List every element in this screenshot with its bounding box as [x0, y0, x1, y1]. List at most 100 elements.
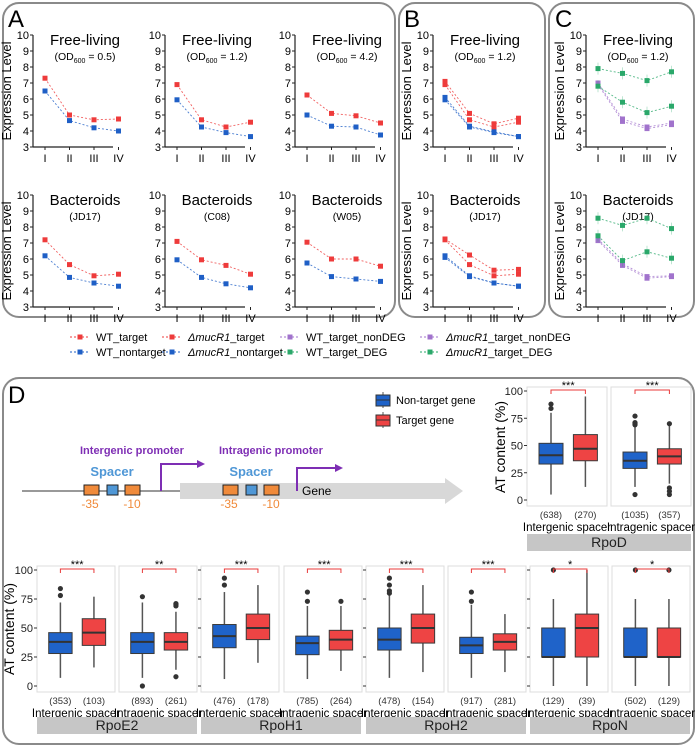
- data-point: [353, 276, 359, 282]
- panel-frame-b: [398, 2, 546, 318]
- data-point: [116, 283, 121, 289]
- y-tick-label: 4: [423, 126, 429, 138]
- significance-bracket: [388, 568, 424, 573]
- data-point: [116, 271, 121, 277]
- y-tick-label: 9: [23, 46, 29, 58]
- y-tick-label: 3: [155, 142, 161, 154]
- chart-title: Free-living: [450, 32, 520, 49]
- facet-strip: [201, 717, 361, 734]
- series-line: [444, 255, 519, 287]
- sample-count-label: (357): [658, 510, 680, 521]
- box-facet-rpod-0: (638) (270) *** Intergenic spacer 0 25 50 75 100: [505, 380, 612, 534]
- sample-count-label: (154): [412, 696, 434, 707]
- data-point: [91, 125, 97, 131]
- data-point: [199, 117, 204, 123]
- y-axis-label: Expression Level: [0, 41, 14, 140]
- data-point: [248, 119, 253, 125]
- intergenic-promoter: -35 -10 Spacer Intergenic promoter: [80, 445, 205, 511]
- data-point: [669, 226, 674, 232]
- x-tick-label: IV: [113, 313, 124, 325]
- gene-label: Gene: [302, 484, 332, 498]
- box: [130, 632, 155, 655]
- legend-item: WT_target_nonDEG: [280, 332, 406, 344]
- y-tick-label: 6: [23, 254, 29, 266]
- data-point: [467, 117, 472, 123]
- outlier-point: [468, 589, 474, 595]
- series-line: [597, 240, 672, 279]
- significance-bracket: [552, 568, 588, 573]
- y-tick-label: 75: [511, 413, 523, 425]
- series-line: [44, 90, 119, 132]
- promoter-label: Intergenic promoter: [80, 445, 185, 457]
- significance-bracket: [470, 568, 506, 573]
- series-line: [306, 114, 381, 136]
- y-tick-label: 7: [423, 238, 429, 250]
- arrowhead-icon: [197, 460, 205, 468]
- data-point: [467, 123, 472, 129]
- data-point: [42, 75, 48, 81]
- x-tick-label: II: [198, 313, 204, 325]
- y-tick-label: 4: [23, 286, 29, 298]
- data-point: [329, 110, 334, 116]
- y-tick-label: 9: [423, 46, 429, 58]
- x-tick-label: IV: [245, 153, 256, 165]
- chart-subtitle: (OD600 = 0.5): [55, 51, 116, 65]
- legend-item: WT_nontarget: [70, 347, 166, 359]
- outlier-point: [139, 683, 145, 689]
- data-point: [329, 256, 334, 262]
- facet-strip-label: RpoH1: [259, 717, 303, 733]
- chart-title: Bacteroids: [450, 192, 521, 209]
- data-point: [442, 94, 448, 100]
- spacer-box: [106, 484, 119, 496]
- facet-strip-label: RpoN: [592, 717, 628, 733]
- sample-count-label: (39): [578, 696, 595, 707]
- data-point: [223, 262, 229, 268]
- significance-label: ***: [235, 559, 249, 571]
- series-line: [444, 97, 519, 138]
- sample-count-label: (281): [494, 696, 516, 707]
- minus35-label: -35: [81, 497, 99, 511]
- data-point: [353, 124, 359, 130]
- data-point: [620, 258, 625, 264]
- outlier-point: [304, 598, 310, 604]
- outlier-point: [304, 589, 310, 595]
- series-line: [44, 255, 119, 287]
- data-point: [516, 266, 521, 272]
- x-tick-label: II: [619, 313, 625, 325]
- y-tick-label: 7: [576, 78, 582, 90]
- chart-title: Free-living: [182, 32, 252, 49]
- minus35-box: [83, 484, 100, 496]
- series-line: [597, 85, 672, 114]
- y-tick-label: 8: [23, 62, 29, 74]
- x-tick-label: IV: [375, 313, 386, 325]
- y-tick-label: 7: [155, 78, 161, 90]
- tss-arrow-icon: [296, 467, 336, 491]
- outlier-point: [632, 491, 638, 498]
- data-point: [248, 134, 253, 140]
- y-tick-label: 9: [576, 206, 582, 218]
- y-tick-label: 8: [155, 222, 161, 234]
- y-axis-label: Expression Level: [0, 201, 14, 300]
- spacer-box: [245, 484, 258, 496]
- facet-frame: [118, 565, 198, 693]
- y-tick-label: 7: [155, 238, 161, 250]
- y-tick-label: 4: [285, 286, 291, 298]
- legend: WT_target WT_nontarget ΔmucR1_target ΔmucR1…: [70, 332, 571, 359]
- x-tick-label: III: [221, 153, 230, 165]
- data-point: [595, 66, 601, 72]
- legend-marker-icon: [169, 334, 175, 340]
- panel-frame-d: [2, 377, 695, 745]
- y-tick-label: 6: [285, 94, 291, 106]
- series-line: [597, 82, 672, 128]
- box-facet-bottom-4: (478) (154)***Intergenic spacer: [361, 559, 449, 720]
- x-tick-label: I: [596, 313, 599, 325]
- y-tick-label: 10: [17, 30, 29, 42]
- x-tick-label: IV: [513, 153, 524, 165]
- series-line: [176, 241, 251, 275]
- y-tick-label: 9: [285, 206, 291, 218]
- strip-rpoe2: RpoE2: [37, 717, 197, 734]
